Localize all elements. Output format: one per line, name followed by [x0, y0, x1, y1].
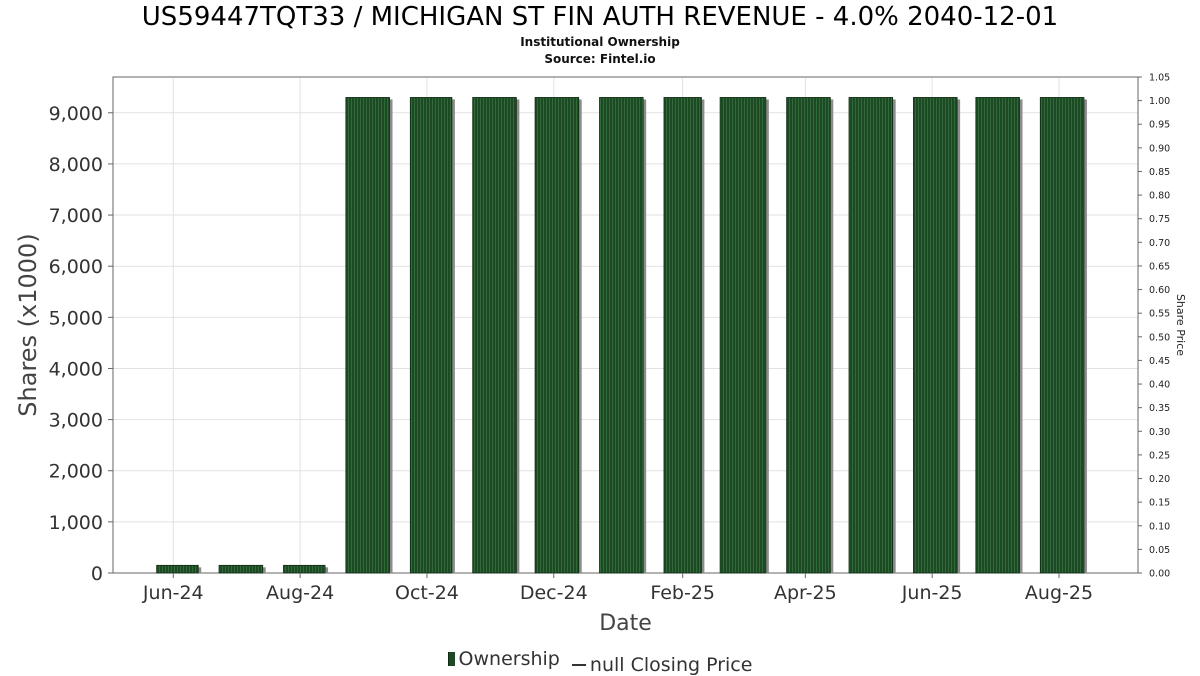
ownership-bar[interactable] [1039, 97, 1085, 574]
ownership-bar[interactable] [719, 97, 767, 574]
y2-axis: 0.00 0.05 0.10 0.15 0.20 0.25 0.30 0.35 0.40 0.45… [1138, 73, 1170, 580]
y2-tick-label: 0.90 [1149, 143, 1170, 154]
y-tick-label: 9,000 [49, 103, 103, 125]
x-tick-label: Jun-25 [901, 582, 963, 604]
chart-subtitle: Institutional Ownership [520, 35, 680, 49]
y-axis: 0 1,000 2,000 3,000 4,000 5,000 6,000 7,000 8,00… [49, 103, 113, 585]
legend-ownership[interactable]: Ownership [447, 648, 560, 670]
y2-tick-label: 0.60 [1149, 285, 1170, 296]
legend-price[interactable]: null Closing Price [566, 654, 753, 676]
x-axis: Jun-24 Aug-24 Oct-24 Dec-24 Feb-25 Apr-25 Jun-… [142, 573, 1093, 604]
y-tick-label: 3,000 [49, 410, 103, 432]
y-axis-label: Shares (x1000) [14, 233, 42, 416]
ownership-swatch-icon [447, 652, 455, 666]
y2-tick-label: 0.20 [1149, 474, 1170, 485]
y2-tick-label: 0.25 [1149, 450, 1170, 461]
x-tick-label: Oct-24 [395, 582, 459, 604]
y2-tick-label: 1.05 [1149, 73, 1170, 84]
y-tick-label: 7,000 [49, 205, 103, 227]
ownership-bar[interactable] [345, 97, 390, 574]
y-tick-label: 2,000 [49, 461, 103, 483]
y2-tick-label: 0.95 [1149, 120, 1170, 131]
y2-tick-label: 0.80 [1149, 191, 1170, 202]
y2-tick-label: 0.15 [1149, 498, 1170, 509]
x-axis-label: Date [599, 611, 652, 636]
ownership-bar[interactable] [283, 564, 326, 574]
y2-tick-label: 0.70 [1149, 238, 1170, 249]
price-line-swatch-icon [571, 664, 586, 666]
y2-tick-label: 0.40 [1149, 380, 1170, 391]
y-tick-label: 5,000 [49, 307, 103, 329]
y-tick-label: 0 [91, 563, 103, 585]
bars [156, 97, 1087, 574]
x-tick-label: Feb-25 [650, 582, 715, 604]
y2-tick-label: 0.85 [1149, 167, 1170, 178]
x-tick-label: Aug-24 [266, 582, 334, 604]
y2-tick-label: 0.45 [1149, 356, 1170, 367]
ownership-bar[interactable] [156, 564, 199, 574]
y2-tick-label: 0.00 [1149, 569, 1170, 580]
ownership-bar[interactable] [848, 97, 894, 574]
y2-tick-label: 0.35 [1149, 403, 1170, 414]
legend-ownership-label: Ownership [458, 648, 560, 670]
legend: Ownership null Closing Price [0, 648, 1200, 676]
ownership-bar[interactable] [786, 97, 831, 574]
ownership-bar[interactable] [663, 97, 702, 574]
ownership-bar[interactable] [218, 564, 264, 574]
y2-tick-label: 0.30 [1149, 427, 1170, 438]
y-tick-label: 4,000 [49, 358, 103, 380]
x-tick-label: Aug-25 [1025, 582, 1093, 604]
chart-source: Source: Fintel.io [544, 52, 656, 66]
ownership-bar[interactable] [409, 97, 453, 574]
y-tick-label: 8,000 [49, 154, 103, 176]
y-tick-label: 6,000 [49, 256, 103, 278]
y2-tick-label: 0.55 [1149, 309, 1170, 320]
ownership-bar[interactable] [534, 97, 580, 574]
legend-price-label: null Closing Price [589, 654, 753, 676]
y2-tick-label: 0.75 [1149, 214, 1170, 225]
ownership-bar[interactable] [975, 97, 1020, 574]
y2-tick-label: 0.50 [1149, 332, 1170, 343]
y2-tick-label: 0.10 [1149, 521, 1170, 532]
ownership-bar[interactable] [472, 97, 517, 574]
y2-tick-label: 0.05 [1149, 545, 1170, 556]
chart-title: US59447TQT33 / MICHIGAN ST FIN AUTH REVE… [141, 2, 1059, 32]
ownership-bar[interactable] [599, 97, 644, 574]
ownership-bar[interactable] [913, 97, 958, 574]
x-tick-label: Apr-25 [774, 582, 837, 604]
y-tick-label: 1,000 [49, 512, 103, 534]
y2-axis-label: Share Price [1174, 294, 1187, 356]
y2-tick-label: 1.00 [1149, 96, 1170, 107]
x-tick-label: Jun-24 [142, 582, 204, 604]
y2-tick-label: 0.65 [1149, 261, 1170, 272]
x-tick-label: Dec-24 [520, 582, 588, 604]
